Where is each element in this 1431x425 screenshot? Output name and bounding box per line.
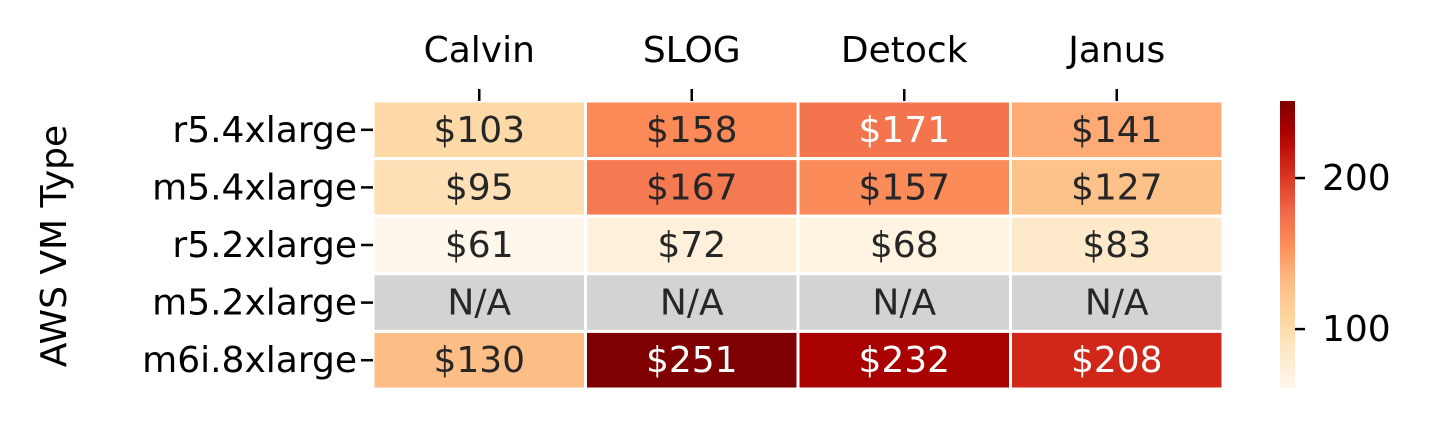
cell-label-0-0: $103 bbox=[433, 110, 525, 151]
cells-layer: $103 $158 $171 $141 $95 $167 $157 $127 $61 $72 $68… bbox=[371, 99, 1225, 391]
heatmap-cell-1-1 bbox=[584, 157, 800, 218]
heatmap-cell-1-3 bbox=[1009, 157, 1225, 218]
cell-label-0-1: $158 bbox=[646, 110, 738, 151]
row-ticks: r5.4xlarge m5.4xlarge r5.2xlarge m5.2xlarge… bbox=[142, 110, 373, 381]
colorbar-tick-label-1: 200 bbox=[1322, 158, 1391, 199]
colorbar-tick-label-0: 100 bbox=[1322, 309, 1391, 350]
cell-label-4-3: $208 bbox=[1071, 340, 1163, 381]
colorbar: 100 200 bbox=[1280, 101, 1391, 388]
cell-label-3-0: N/A bbox=[447, 283, 511, 324]
cell-label-1-0: $95 bbox=[445, 167, 514, 208]
cell-label-0-2: $171 bbox=[858, 110, 950, 151]
column-ticks: Calvin SLOG Detock Janus bbox=[424, 30, 1165, 101]
cell-label-2-3: $83 bbox=[1082, 225, 1151, 266]
column-tick-label-2: Detock bbox=[841, 30, 968, 71]
cell-label-1-3: $127 bbox=[1071, 167, 1163, 208]
row-tick-label-3: m5.2xlarge bbox=[152, 283, 357, 324]
row-tick-label-2: r5.2xlarge bbox=[172, 225, 357, 266]
row-tick-label-4: m6i.8xlarge bbox=[142, 340, 357, 381]
column-tick-label-0: Calvin bbox=[424, 30, 535, 71]
cell-label-4-1: $251 bbox=[646, 340, 738, 381]
y-axis-label: AWS VM Type bbox=[34, 125, 75, 367]
cell-label-3-3: N/A bbox=[1085, 283, 1149, 324]
heatmap-cell-0-3 bbox=[1009, 99, 1225, 161]
column-tick-label-1: SLOG bbox=[643, 30, 741, 71]
row-tick-label-0: r5.4xlarge bbox=[172, 110, 357, 151]
heatmap-cell-3-3 bbox=[1009, 272, 1225, 333]
heatmap-cell-4-3 bbox=[1009, 329, 1225, 391]
cell-label-1-1: $167 bbox=[646, 167, 738, 208]
row-tick-label-1: m5.4xlarge bbox=[152, 167, 357, 208]
heatmap-cell-2-1 bbox=[584, 214, 800, 276]
heatmap-cell-4-2 bbox=[796, 329, 1012, 391]
cell-label-0-3: $141 bbox=[1071, 110, 1163, 151]
cell-label-2-0: $61 bbox=[445, 225, 514, 266]
cell-label-3-1: N/A bbox=[660, 283, 724, 324]
cell-label-2-1: $72 bbox=[657, 225, 726, 266]
cell-label-3-2: N/A bbox=[872, 283, 936, 324]
heatmap-cell-2-3 bbox=[1009, 214, 1225, 276]
cell-label-2-2: $68 bbox=[870, 225, 939, 266]
cell-label-4-2: $232 bbox=[858, 340, 950, 381]
heatmap-cell-3-1 bbox=[584, 272, 800, 333]
cell-label-1-2: $157 bbox=[858, 167, 950, 208]
colorbar-gradient bbox=[1280, 101, 1295, 388]
cell-label-4-0: $130 bbox=[433, 340, 525, 381]
column-tick-label-3: Janus bbox=[1066, 30, 1165, 71]
heatmap-cell-0-1 bbox=[584, 99, 800, 161]
